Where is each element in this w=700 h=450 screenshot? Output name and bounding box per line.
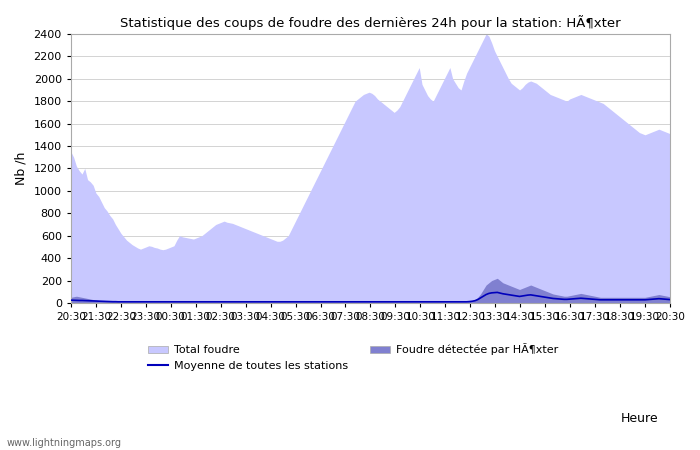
Title: Statistique des coups de foudre des dernières 24h pour la station: HÃ¶xter: Statistique des coups de foudre des dern…	[120, 15, 621, 30]
Text: Heure: Heure	[620, 412, 658, 425]
Y-axis label: Nb /h: Nb /h	[15, 152, 28, 185]
Legend: Total foudre, Moyenne de toutes les stations, Foudre détectée par HÃ¶xter: Total foudre, Moyenne de toutes les stat…	[148, 343, 558, 371]
Text: www.lightningmaps.org: www.lightningmaps.org	[7, 438, 122, 448]
